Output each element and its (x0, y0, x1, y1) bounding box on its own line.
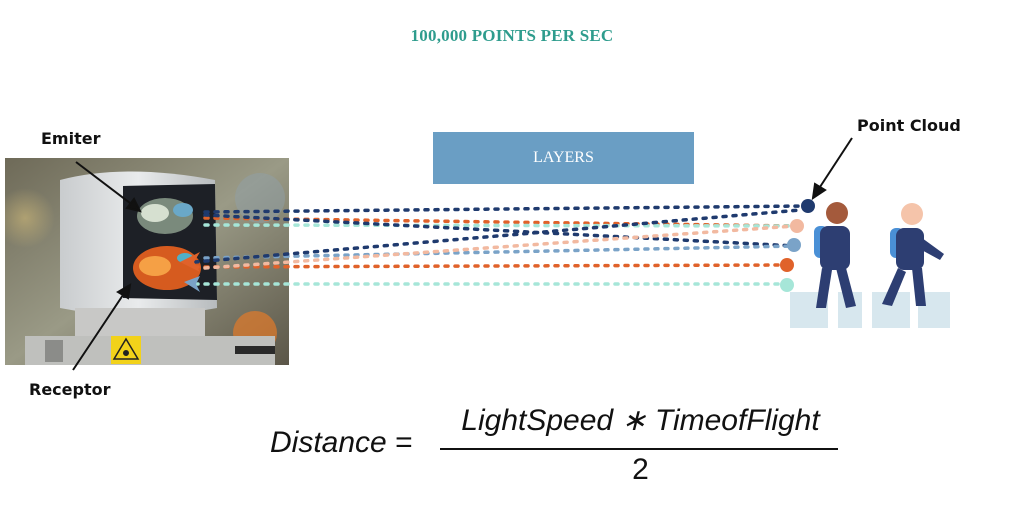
beam-peach (203, 224, 797, 270)
point-cloud-dot (787, 238, 801, 252)
pedestrian-icon (882, 203, 944, 306)
beam-navy-return (193, 208, 802, 264)
fraction-bar (440, 448, 838, 450)
formula-lhs-term: Distance (270, 426, 387, 459)
point-cloud-label: Point Cloud (857, 116, 961, 135)
arrow-icon (125, 197, 142, 213)
arrow-icon (817, 137, 853, 191)
pedestrian-icon (814, 202, 856, 308)
point-cloud-dot (780, 278, 794, 292)
arrow-icon (75, 161, 135, 207)
beam-orange-lower (193, 263, 787, 269)
beam-origin-marker (184, 276, 200, 292)
formula-denominator: 2 (632, 453, 649, 486)
headline: 100,000 POINTS PER SEC (410, 26, 614, 45)
arrow-icon (116, 283, 132, 300)
arrow-icon (72, 291, 126, 371)
point-cloud-dot (780, 258, 794, 272)
distance-formula: Distance = LightSpeed ∗ TimeofFlight 2 (0, 395, 1024, 495)
beam-mint-upper (203, 223, 797, 228)
beam-origin-marker (180, 252, 200, 272)
crosswalk-icon (790, 292, 950, 328)
layers-box: LAYERS (433, 132, 694, 184)
beam-navy-upper (203, 204, 807, 214)
emitter-label: Emiter (41, 129, 101, 148)
point-cloud-dot (801, 199, 815, 213)
formula-equals: = (395, 426, 413, 459)
formula-lhs: Distance = (270, 426, 413, 460)
receptor-label: Receptor (29, 380, 111, 399)
beam-navy-lower (203, 213, 797, 248)
lidar-sensor-photo (5, 158, 289, 365)
formula-numerator: LightSpeed ∗ TimeofFlight (461, 404, 820, 437)
layers-label: LAYERS (533, 149, 594, 166)
arrow-icon (811, 182, 827, 201)
point-cloud-dot (790, 219, 804, 233)
beam-steel (203, 244, 797, 260)
